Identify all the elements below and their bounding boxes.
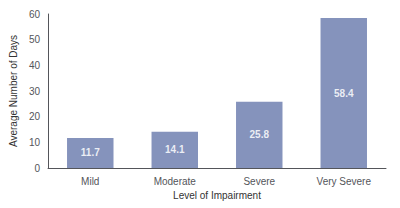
svg-text:Very Severe: Very Severe: [317, 176, 372, 187]
svg-text:11.7: 11.7: [81, 147, 100, 158]
svg-text:0: 0: [34, 163, 40, 174]
svg-text:10: 10: [29, 137, 41, 148]
svg-text:40: 40: [29, 60, 41, 71]
svg-text:Mild: Mild: [81, 176, 99, 187]
svg-text:Severe: Severe: [243, 176, 275, 187]
svg-text:Average Number of Days: Average Number of Days: [8, 35, 19, 147]
svg-text:25.8: 25.8: [250, 129, 270, 140]
svg-text:Moderate: Moderate: [154, 176, 197, 187]
svg-text:30: 30: [29, 86, 41, 97]
svg-text:14.1: 14.1: [165, 144, 185, 155]
svg-text:58.4: 58.4: [334, 88, 354, 99]
svg-text:20: 20: [29, 111, 41, 122]
svg-text:50: 50: [29, 34, 41, 45]
svg-text:Level of Impairment: Level of Impairment: [173, 190, 261, 201]
svg-text:60: 60: [29, 9, 41, 20]
